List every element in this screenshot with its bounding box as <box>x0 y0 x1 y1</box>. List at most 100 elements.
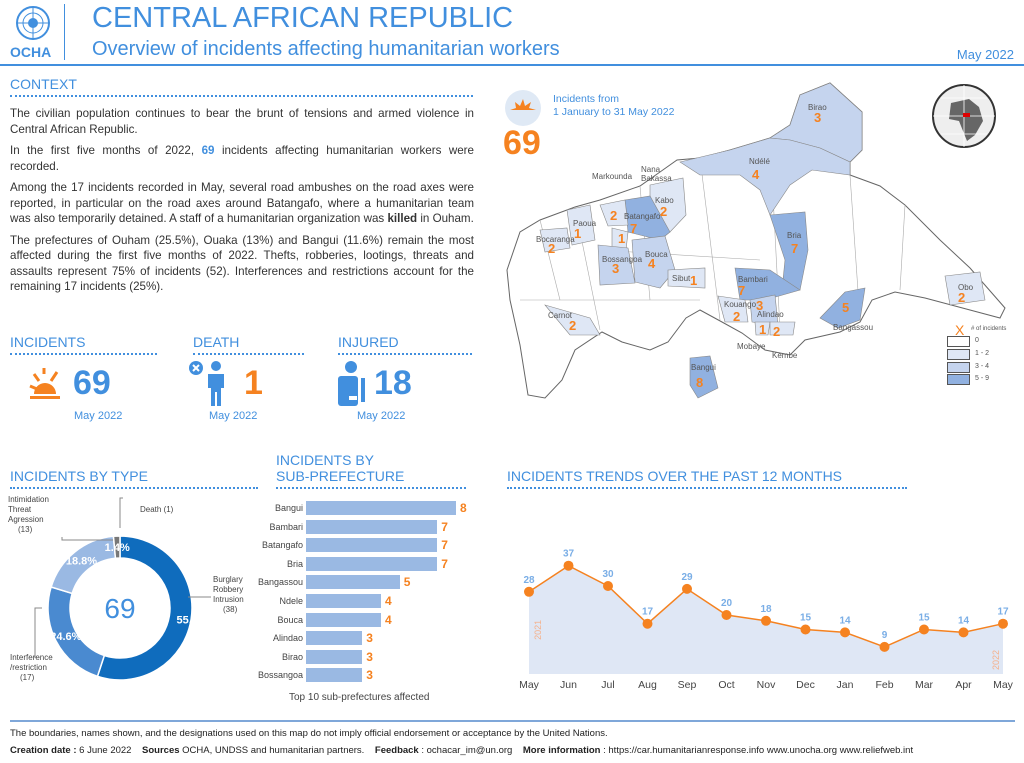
un-emblem-icon <box>16 6 50 40</box>
trend-month-label: Jun <box>560 679 577 691</box>
injured-person-icon <box>338 361 365 406</box>
legend-swatch <box>947 361 970 373</box>
trend-value-label: 28 <box>523 575 535 586</box>
trend-point <box>642 618 653 629</box>
incident-sunburst-icon <box>505 90 541 126</box>
map-region-count: 2 <box>733 309 741 324</box>
trend-point <box>958 627 969 638</box>
map-region <box>539 227 571 253</box>
trend-chart-heading: INCIDENTS TRENDS OVER THE PAST 12 MONTHS <box>507 468 907 489</box>
trend-month-label: May <box>519 679 540 691</box>
kpi-death-value: 1 <box>244 364 263 402</box>
map-region-label: Sibut <box>672 274 691 283</box>
more-info-links[interactable]: : https://car.humanitarianresponse.info … <box>600 745 914 756</box>
map-region <box>597 244 636 286</box>
report-date: May 2022 <box>956 47 1014 62</box>
bar-label: Bangui <box>274 503 303 513</box>
map-region-label: Carnot <box>548 311 573 320</box>
map-region-label: Obo <box>958 283 974 292</box>
trend-month-label: Apr <box>955 679 972 691</box>
car-map <box>506 82 1006 399</box>
legend-label: 3 - 4 <box>975 362 990 370</box>
bar-chart-caption: Top 10 sub-prefectures affected <box>289 692 430 703</box>
trend-month-label: Aug <box>638 679 657 691</box>
globe-locator-icon <box>932 84 996 148</box>
context-text: The civilian population continues to bea… <box>10 106 474 301</box>
footer-credits: Creation date : 6 June 2022 Sources OCHA… <box>10 745 913 756</box>
trend-point <box>879 641 890 652</box>
map-region-label: Mobaye <box>737 342 766 351</box>
map-caption-line2: 1 January to 31 May 2022 <box>553 106 675 118</box>
donut-slice <box>112 535 121 560</box>
leader-line <box>61 537 120 541</box>
map-region-count: 3 <box>612 261 620 276</box>
year-label: 2021 <box>533 620 543 640</box>
map-region <box>631 235 676 289</box>
context-paragraph: Among the 17 incidents recorded in May, … <box>10 180 474 227</box>
text: incidents affecting humanitarian workers… <box>10 144 474 173</box>
map-region <box>734 267 801 301</box>
feedback-email[interactable]: : ochacar_im@un.org <box>418 745 513 756</box>
map-region-count: 2 <box>569 318 577 333</box>
bar-value: 8 <box>460 501 467 515</box>
trend-month-label: Feb <box>875 679 893 691</box>
map-region-count: 7 <box>791 241 799 256</box>
trend-month-label: Jul <box>601 679 614 691</box>
context-paragraph: The civilian population continues to bea… <box>10 107 474 136</box>
map-region-label: Bria <box>787 231 802 240</box>
donut-category-label: Death (1) <box>140 505 174 514</box>
legend-swatch <box>947 374 970 386</box>
leader-line <box>119 497 123 528</box>
bar-chart-heading: INCIDENTS BY SUB-PREFECTURE <box>276 452 405 484</box>
trend-point <box>919 624 929 635</box>
bar-value: 3 <box>366 649 373 664</box>
map-region-count: 3 <box>756 298 764 313</box>
map-region-label: Batangafo <box>624 212 661 221</box>
year-label: 2022 <box>991 650 1001 670</box>
trend-value-label: 29 <box>681 572 693 583</box>
trend-point <box>682 583 692 594</box>
map-region-label: Bocaranga <box>536 235 575 244</box>
trend-month-label: Jan <box>837 679 854 691</box>
trend-value-label: 17 <box>642 607 654 618</box>
map-region-label: Markounda <box>592 172 633 181</box>
context-paragraph: In the first five months of 2022, 69 inc… <box>10 143 474 174</box>
trend-value-label: 18 <box>760 604 772 615</box>
map-region-count: 7 <box>738 283 746 298</box>
donut-pct-label: 18.8% <box>66 556 97 568</box>
map-region-count: 4 <box>752 167 760 182</box>
legend-marker: X <box>955 322 965 338</box>
trend-value-label: 14 <box>839 615 851 626</box>
map-region-count: 1 <box>759 322 767 337</box>
creation-label: Creation date : <box>10 745 77 756</box>
legend-swatch <box>947 348 970 360</box>
more-info-label: More information <box>522 745 601 756</box>
bar-value: 5 <box>403 575 411 590</box>
explosion-icon <box>29 368 60 399</box>
bar-label: Bouca <box>277 614 303 625</box>
bar <box>306 556 438 571</box>
bar-label: Birao <box>281 651 303 662</box>
highlight-count: 69 <box>201 144 215 157</box>
map-region <box>566 204 596 246</box>
trend-value-label: 15 <box>918 613 930 624</box>
map-region-count: 7 <box>630 221 638 236</box>
divider <box>64 4 65 60</box>
bar <box>306 649 363 664</box>
text: in Ouham. <box>417 212 474 225</box>
donut-category-label: (13) <box>18 525 33 534</box>
trend-month-label: Nov <box>757 679 776 691</box>
map-region <box>819 287 866 329</box>
map-region-label: Nana Bakassa <box>641 165 672 183</box>
trend-month-label: Dec <box>796 679 815 691</box>
trend-point <box>603 581 613 591</box>
donut-category-label: Intrusion <box>213 595 244 604</box>
bar <box>306 519 438 534</box>
map-region <box>754 321 771 336</box>
trend-point <box>998 618 1008 629</box>
type-chart-heading: INCIDENTS BY TYPE <box>10 468 258 489</box>
map-region-count: 8 <box>696 375 704 390</box>
trend-month-label: Mar <box>915 679 934 691</box>
bar-label: Bria <box>286 558 303 569</box>
